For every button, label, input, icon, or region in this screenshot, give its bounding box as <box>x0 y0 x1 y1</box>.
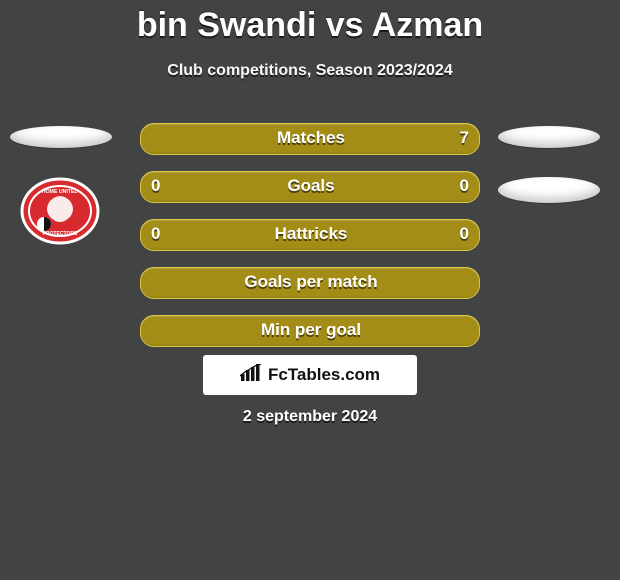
stat-row-goals: 0 Goals 0 <box>140 171 480 203</box>
page-title: bin Swandi vs Azman <box>0 6 620 45</box>
brand-link-fctables[interactable]: FcTables.com <box>203 355 417 395</box>
stat-label: Goals <box>141 176 481 196</box>
club-logo-home-united: HOME UNITED PROTECTORS <box>20 177 100 245</box>
player-right-token-2 <box>498 177 600 203</box>
svg-text:HOME UNITED: HOME UNITED <box>42 189 79 195</box>
svg-text:PROTECTORS: PROTECTORS <box>43 231 78 237</box>
player-right-token <box>498 126 600 148</box>
stat-label: Matches <box>141 128 481 148</box>
stat-right-value: 0 <box>460 224 469 244</box>
stat-row-hattricks: 0 Hattricks 0 <box>140 219 480 251</box>
player-left-token <box>10 126 112 148</box>
bar-chart-icon <box>240 364 268 387</box>
footer-date: 2 september 2024 <box>0 408 620 426</box>
brand-text: FcTables.com <box>268 365 380 385</box>
stat-right-value: 0 <box>460 176 469 196</box>
stat-right-value: 7 <box>460 128 469 148</box>
stat-label: Min per goal <box>141 320 481 340</box>
stat-row-matches: Matches 7 <box>140 123 480 155</box>
stat-label: Goals per match <box>141 272 481 292</box>
stat-label: Hattricks <box>141 224 481 244</box>
stats-bars: Matches 7 0 Goals 0 0 Hattricks 0 Goals … <box>140 123 480 363</box>
stat-row-goals-per-match: Goals per match <box>140 267 480 299</box>
page-subtitle: Club competitions, Season 2023/2024 <box>0 62 620 80</box>
stat-row-min-per-goal: Min per goal <box>140 315 480 347</box>
comparison-card: bin Swandi vs Azman Club competitions, S… <box>0 0 620 580</box>
